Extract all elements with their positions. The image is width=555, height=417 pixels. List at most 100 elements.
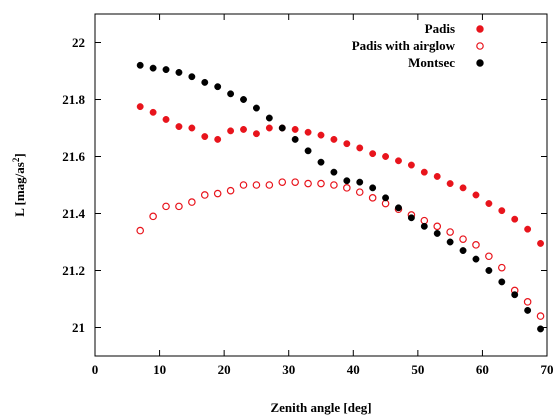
legend-entry-padis-with-airglow: Padis with airglow	[352, 38, 484, 53]
point-montsec	[511, 291, 519, 299]
point-padis-with-airglow	[368, 194, 377, 202]
legend-marker-padis	[476, 25, 484, 33]
x-tick-label: 30	[282, 362, 295, 377]
point-padis-with-airglow	[381, 199, 390, 208]
x-tick-label: 20	[218, 362, 231, 377]
point-montsec	[201, 78, 209, 86]
point-padis-with-airglow	[459, 235, 467, 243]
point-padis	[407, 161, 415, 169]
point-padis-with-airglow	[355, 188, 364, 196]
point-padis	[240, 125, 247, 133]
y-axis-title-main: L [mag/as	[12, 162, 27, 217]
point-padis	[343, 140, 351, 148]
plot-layer	[136, 61, 545, 333]
x-axis-title: Zenith angle [deg]	[270, 400, 371, 415]
point-padis	[459, 184, 467, 192]
point-padis-with-airglow	[330, 181, 338, 189]
point-montsec	[278, 124, 286, 132]
point-montsec	[537, 325, 544, 333]
series-montsec	[136, 61, 544, 333]
point-padis-with-airglow	[420, 216, 429, 225]
point-montsec	[459, 247, 467, 255]
point-montsec	[240, 96, 247, 103]
point-padis	[382, 153, 390, 160]
point-padis	[136, 103, 144, 111]
point-padis	[446, 180, 454, 188]
point-montsec	[291, 135, 299, 143]
y-tick-label: 22	[72, 35, 85, 50]
point-padis	[291, 125, 299, 133]
point-montsec	[188, 73, 196, 81]
ticks-layer: 0 10 20 30 40 50 60 70 21 21.2 21.4 21.6 21.8 22	[62, 14, 554, 377]
point-montsec	[317, 158, 325, 166]
y-axis-title: L [mag/as2]	[11, 153, 27, 216]
point-montsec	[356, 178, 364, 186]
point-padis	[498, 207, 506, 215]
point-padis-with-airglow	[136, 226, 145, 235]
point-padis	[317, 131, 325, 139]
point-padis-with-airglow	[446, 228, 454, 236]
point-padis-with-airglow	[149, 212, 157, 221]
point-montsec	[227, 90, 235, 98]
legend-label-montsec: Montsec	[408, 55, 455, 70]
point-montsec	[524, 306, 532, 314]
point-montsec	[343, 177, 351, 185]
point-padis	[472, 191, 480, 199]
point-montsec	[420, 222, 428, 230]
point-padis	[356, 144, 364, 152]
point-montsec	[330, 168, 338, 176]
point-padis-with-airglow	[213, 189, 222, 198]
y-axis-title-close: ]	[12, 153, 27, 157]
point-padis	[330, 135, 338, 143]
legend-entry-padis: Padis	[425, 21, 484, 36]
point-padis	[201, 133, 209, 141]
legend-entry-montsec: Montsec	[408, 55, 484, 70]
point-montsec	[175, 68, 183, 76]
point-padis-with-airglow	[304, 179, 312, 188]
y-tick-label: 21.2	[62, 263, 85, 278]
point-padis-with-airglow	[485, 252, 493, 261]
x-tick-label: 50	[411, 362, 424, 377]
point-montsec	[304, 147, 312, 155]
point-montsec	[446, 238, 454, 246]
point-padis	[485, 200, 493, 207]
plot-frame	[94, 13, 548, 357]
point-padis	[304, 128, 312, 136]
point-padis	[265, 124, 273, 132]
legend-marker-montsec	[476, 59, 484, 67]
point-padis	[537, 239, 544, 247]
point-montsec	[136, 61, 144, 69]
point-padis-with-airglow	[278, 178, 287, 186]
point-padis-with-airglow	[523, 298, 532, 306]
point-montsec	[162, 66, 170, 74]
point-padis-with-airglow	[536, 312, 545, 320]
point-montsec	[395, 204, 402, 212]
point-padis-with-airglow	[239, 181, 248, 189]
point-padis	[369, 150, 377, 158]
point-padis	[524, 225, 532, 233]
x-tick-label: 0	[92, 362, 99, 377]
point-montsec	[485, 267, 493, 274]
point-montsec	[265, 114, 273, 122]
legend: Padis Padis with airglow Montsec	[352, 21, 484, 70]
point-padis	[252, 130, 260, 138]
point-padis-with-airglow	[175, 202, 183, 211]
x-tick-label: 10	[153, 362, 166, 377]
y-tick-label: 21.4	[62, 206, 85, 221]
point-padis	[175, 123, 183, 131]
point-padis-with-airglow	[291, 178, 299, 186]
point-padis	[214, 135, 222, 143]
point-padis-with-airglow	[343, 184, 351, 192]
point-montsec	[369, 184, 377, 192]
point-padis-with-airglow	[472, 241, 480, 249]
point-padis-with-airglow	[188, 198, 196, 206]
point-montsec	[498, 278, 506, 286]
point-montsec	[407, 214, 415, 222]
point-padis	[420, 168, 428, 176]
point-padis	[227, 127, 235, 135]
legend-label-padis-with-airglow: Padis with airglow	[352, 38, 456, 53]
point-montsec	[472, 255, 480, 263]
series-padis-with-airglow	[136, 178, 545, 320]
series-padis	[136, 103, 544, 247]
